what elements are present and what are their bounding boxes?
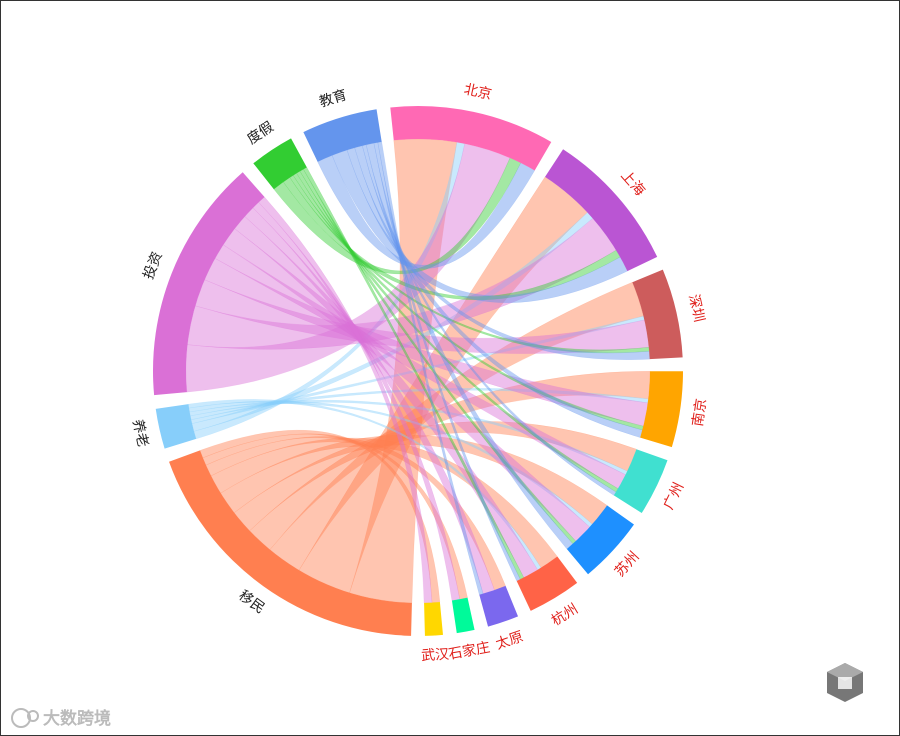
chord	[269, 281, 644, 571]
group-arc	[632, 269, 683, 360]
chord	[214, 244, 626, 489]
group-label: 养老	[129, 418, 151, 449]
group-arc	[303, 109, 382, 162]
group-label: 北京	[462, 82, 493, 104]
group-arc	[253, 138, 307, 190]
group-label: 武汉	[421, 647, 450, 665]
group-label: 教育	[317, 87, 348, 111]
group-label: 石家庄	[447, 639, 491, 663]
chord	[303, 167, 525, 580]
group-arc	[169, 450, 412, 636]
group-label: 移民	[235, 588, 267, 617]
chord	[317, 155, 536, 269]
chords	[185, 138, 651, 604]
group-arc	[566, 505, 634, 575]
chord	[361, 144, 617, 496]
group-label: 南京	[690, 398, 710, 428]
group-arc	[424, 601, 443, 636]
group-arc	[516, 556, 578, 611]
group-arc	[545, 149, 658, 272]
chord	[190, 387, 649, 421]
group-label: 杭州	[549, 601, 581, 629]
chord	[220, 434, 608, 525]
group-label: 度假	[245, 119, 277, 148]
chord	[233, 421, 637, 532]
group-arc	[479, 585, 519, 627]
group-label: 投资	[141, 250, 166, 282]
group-label: 太原	[494, 629, 526, 653]
group-label: 深圳	[685, 293, 707, 324]
chord	[349, 138, 458, 604]
logo-icon	[827, 663, 863, 702]
watermark-logo	[11, 708, 39, 728]
chord	[210, 437, 558, 569]
group-arc	[640, 371, 683, 448]
group-arc	[155, 404, 197, 449]
group-label: 苏州	[612, 549, 643, 580]
group-arc	[152, 172, 265, 396]
chord	[296, 170, 619, 493]
chord	[249, 371, 651, 550]
chord	[185, 143, 511, 393]
chord	[202, 433, 468, 600]
chord	[199, 429, 441, 603]
group-arc	[390, 106, 552, 171]
group-arc	[451, 597, 475, 634]
group-arc	[613, 449, 668, 514]
chord	[373, 142, 521, 582]
group-label: 广州	[661, 480, 688, 512]
watermark: 大数跨境	[43, 708, 111, 729]
group-label: 上海	[617, 168, 647, 200]
